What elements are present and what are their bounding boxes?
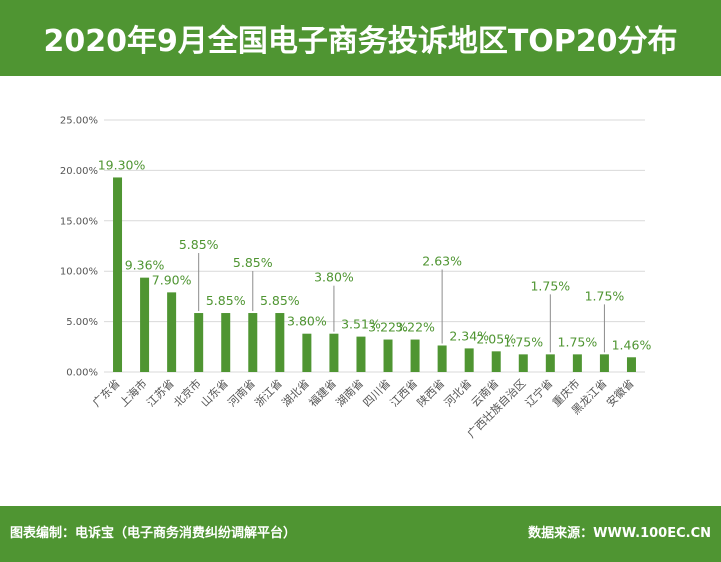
- bar: [383, 339, 393, 372]
- data-label: 1.75%: [585, 288, 625, 303]
- page-title: 2020年9月全国电子商务投诉地区TOP20分布: [43, 24, 678, 59]
- x-category-label: 福建省: [306, 376, 339, 409]
- footer-banner: 图表编制：电诉宝（电子商务消费纠纷调解平台） 数据来源：WWW.100EC.CN: [0, 506, 721, 562]
- data-label: 3.51%: [341, 317, 381, 332]
- bar-chart: 0.00% 5.00% 10.00% 15.00% 20.00% 25.00% 19.30%…: [60, 116, 652, 441]
- bar: [248, 313, 258, 372]
- x-category-label: 北京市: [171, 376, 204, 409]
- x-category-label: 四川省: [361, 377, 394, 410]
- data-label: 2.34%: [449, 328, 489, 343]
- bar: [275, 313, 285, 372]
- x-category-label: 陕西省: [414, 376, 447, 409]
- bar: [626, 357, 636, 372]
- data-source: 数据来源：WWW.100EC.CN: [528, 526, 711, 541]
- x-category-label: 江西省: [388, 377, 421, 410]
- bar: [518, 354, 528, 372]
- data-label: 1.46%: [612, 337, 652, 352]
- header-banner: 2020年9月全国电子商务投诉地区TOP20分布: [0, 0, 721, 76]
- data-label: 5.85%: [179, 237, 219, 252]
- bar: [464, 348, 474, 372]
- bar: [572, 354, 582, 372]
- data-label: 5.85%: [260, 293, 300, 308]
- bar: [491, 351, 501, 372]
- x-category-label: 安徽省: [603, 376, 636, 409]
- bar: [167, 292, 177, 372]
- data-label: 3.22%: [395, 320, 435, 335]
- bar: [356, 336, 366, 372]
- y-tick-label: 0.00%: [66, 368, 98, 379]
- bar: [545, 354, 555, 372]
- y-tick-label: 20.00%: [60, 166, 98, 177]
- x-category-label: 山东省: [198, 377, 231, 410]
- x-category-label: 上海市: [116, 376, 149, 409]
- data-label: 7.90%: [152, 272, 192, 287]
- x-category-label: 广东省: [90, 377, 123, 410]
- y-tick-label: 10.00%: [60, 267, 98, 278]
- y-tick-label: 25.00%: [60, 116, 98, 127]
- x-category-label: 湖北省: [279, 377, 312, 410]
- x-category-label: 河北省: [442, 377, 475, 410]
- x-category-label: 河南省: [225, 377, 258, 410]
- y-tick-label: 5.00%: [66, 317, 98, 328]
- bar: [221, 313, 231, 372]
- x-category-label: 湖南省: [334, 377, 367, 410]
- x-category-label: 辽宁省: [522, 376, 555, 409]
- data-label: 5.85%: [206, 293, 246, 308]
- data-label: 5.85%: [233, 255, 273, 270]
- data-label: 2.05%: [476, 331, 516, 346]
- bar: [140, 277, 150, 372]
- bar: [194, 313, 204, 372]
- data-label: 3.80%: [314, 270, 354, 285]
- bar: [302, 333, 312, 372]
- data-label: 1.75%: [503, 334, 543, 349]
- bar: [599, 354, 609, 372]
- x-category-label: 浙江省: [252, 377, 285, 410]
- bar: [329, 333, 339, 372]
- bar: [410, 339, 420, 372]
- data-label: 3.80%: [287, 314, 327, 329]
- bar: [113, 177, 123, 372]
- data-label: 1.75%: [558, 334, 598, 349]
- data-label: 3.22%: [368, 320, 408, 335]
- x-category-label: 江苏省: [144, 377, 177, 410]
- data-label: 1.75%: [530, 278, 570, 293]
- y-tick-label: 15.00%: [60, 216, 98, 227]
- data-label: 2.63%: [422, 253, 462, 268]
- bar: [437, 345, 447, 372]
- data-label: 19.30%: [98, 157, 146, 172]
- data-label: 9.36%: [125, 258, 165, 273]
- chart-source-credit: 图表编制：电诉宝（电子商务消费纠纷调解平台）: [10, 526, 297, 541]
